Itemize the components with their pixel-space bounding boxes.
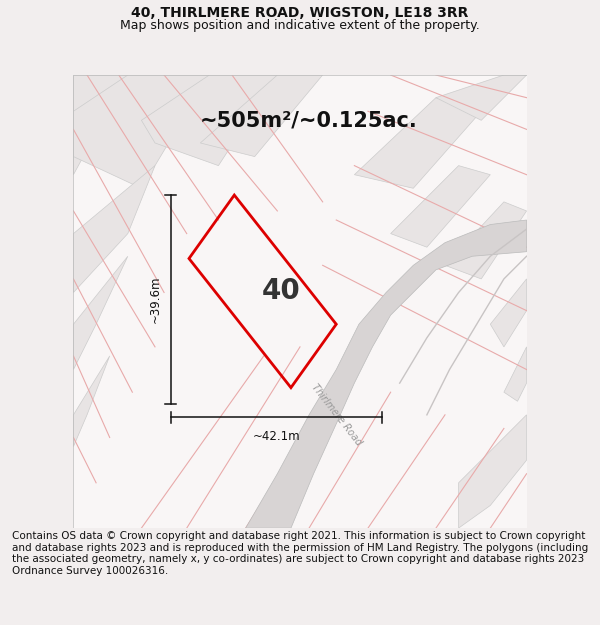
Text: ~42.1m: ~42.1m [253,429,300,442]
Text: Map shows position and indicative extent of the property.: Map shows position and indicative extent… [120,19,480,32]
Text: Thirlmere Road: Thirlmere Road [309,382,364,448]
Polygon shape [73,256,128,369]
Polygon shape [391,166,490,247]
Text: ~505m²/~0.125ac.: ~505m²/~0.125ac. [200,110,418,130]
Polygon shape [73,166,155,292]
Polygon shape [445,202,527,279]
Text: 40, THIRLMERE ROAD, WIGSTON, LE18 3RR: 40, THIRLMERE ROAD, WIGSTON, LE18 3RR [131,6,469,20]
Polygon shape [245,220,527,528]
Polygon shape [73,75,128,174]
Text: ~39.6m: ~39.6m [148,276,161,323]
Polygon shape [73,356,110,446]
Polygon shape [200,75,323,157]
Polygon shape [458,415,527,528]
Text: 40: 40 [262,278,300,306]
Polygon shape [73,75,527,528]
Polygon shape [73,75,209,188]
Polygon shape [504,347,527,401]
Polygon shape [490,279,527,347]
Polygon shape [436,75,527,120]
Text: Contains OS data © Crown copyright and database right 2021. This information is : Contains OS data © Crown copyright and d… [12,531,588,576]
Polygon shape [142,75,277,166]
Polygon shape [355,98,481,188]
